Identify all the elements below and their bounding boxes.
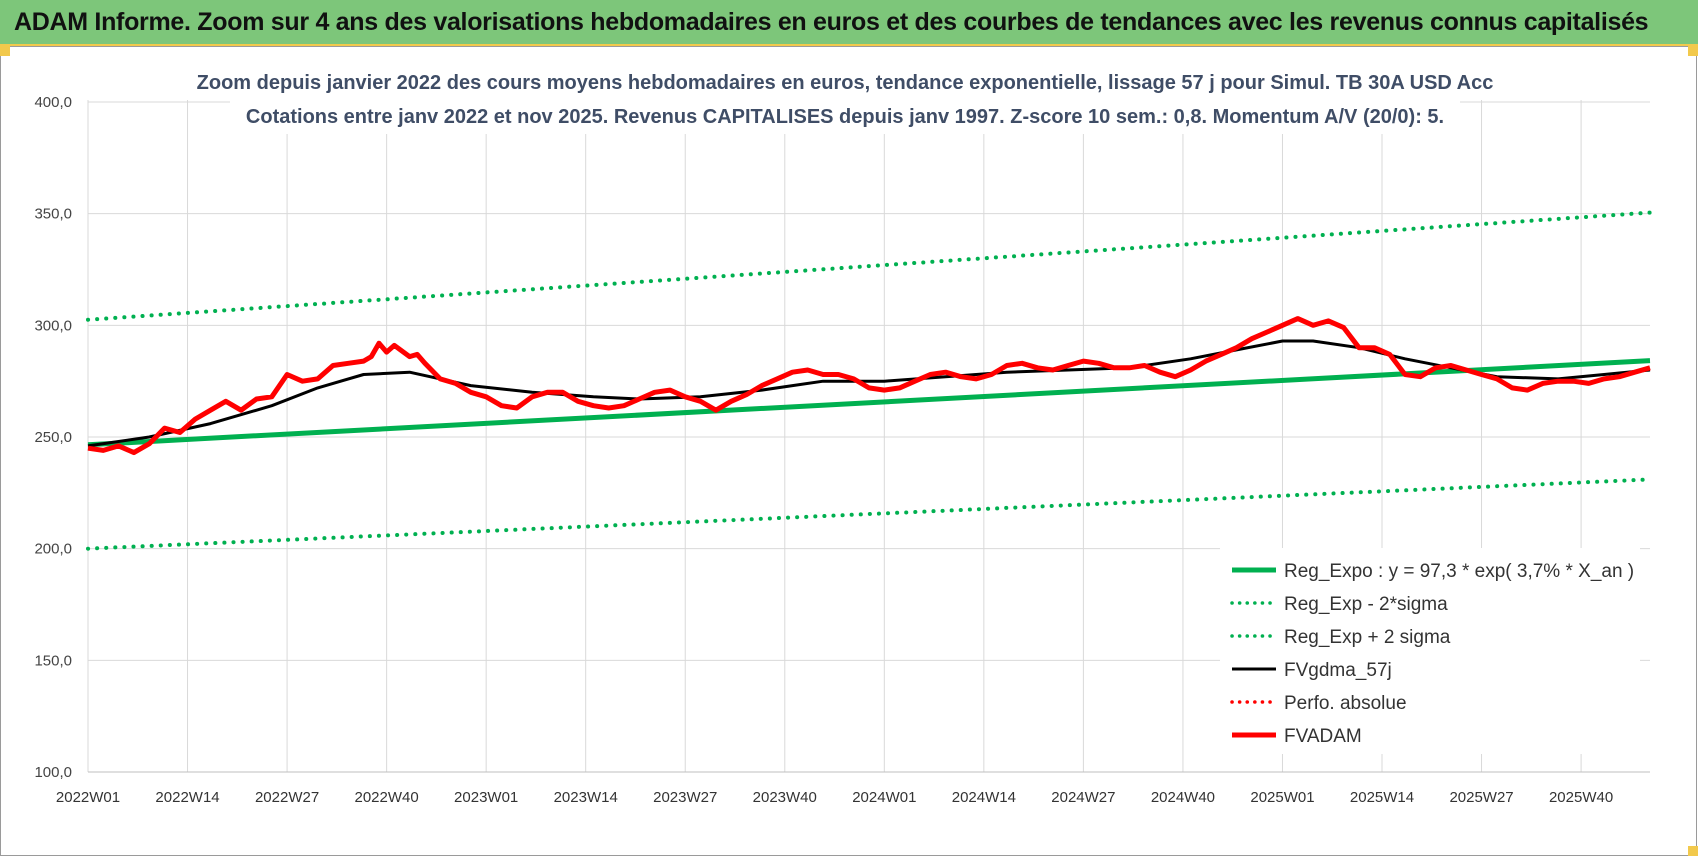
x-tick-label: 2022W01: [56, 789, 120, 806]
legend-label: Perfo. absolue: [1284, 693, 1407, 714]
series-line-1: [86, 477, 1652, 551]
x-tick-label: 2022W40: [355, 789, 419, 806]
x-tick-label: 2024W27: [1051, 789, 1115, 806]
legend-label: Reg_Expo : y = 97,3 * exp( 3,7% * X_an ): [1284, 561, 1634, 582]
x-tick-label: 2023W40: [753, 789, 817, 806]
x-tick-label: 2022W27: [255, 789, 319, 806]
legend-background: [1220, 548, 1640, 754]
legend-label: FVgdma_57j: [1284, 660, 1392, 681]
x-tick-label: 2025W01: [1250, 789, 1314, 806]
chart-title-line-1: Zoom depuis janvier 2022 des cours moyen…: [197, 72, 1494, 94]
y-tick-label: 400,0: [34, 94, 72, 111]
chart-frame: [0, 46, 1697, 856]
y-tick-label: 100,0: [34, 764, 72, 781]
frame-corner-marker: [1688, 46, 1698, 56]
y-tick-label: 300,0: [34, 317, 72, 334]
frame-corner-marker: [0, 46, 10, 56]
header-banner: ADAM Informe. Zoom sur 4 ans des valoris…: [0, 0, 1698, 46]
x-tick-label: 2024W14: [952, 789, 1016, 806]
banner-title: ADAM Informe. Zoom sur 4 ans des valoris…: [14, 8, 1649, 36]
y-tick-label: 350,0: [34, 206, 72, 223]
x-tick-label: 2022W14: [155, 789, 219, 806]
legend-label: Reg_Exp - 2*sigma: [1284, 594, 1448, 615]
y-tick-label: 250,0: [34, 429, 72, 446]
y-tick-label: 200,0: [34, 541, 72, 558]
chart-title: Zoom depuis janvier 2022 des cours moyen…: [197, 62, 1494, 134]
x-tick-label: 2023W01: [454, 789, 518, 806]
title-background: [230, 62, 1460, 134]
series-lines: [86, 210, 1652, 551]
x-tick-label: 2025W40: [1549, 789, 1613, 806]
frame-corner-marker: [1688, 846, 1698, 856]
legend-label: Reg_Exp + 2 sigma: [1284, 627, 1451, 648]
x-tick-label: 2024W40: [1151, 789, 1215, 806]
series-line-0: [87, 358, 1651, 448]
x-tick-label: 2023W27: [653, 789, 717, 806]
x-tick-label: 2025W27: [1449, 789, 1513, 806]
x-tick-label: 2025W14: [1350, 789, 1414, 806]
axes: 100,0 150,0 200,0 250,0 300,0 350,0 400,0 2022W…: [34, 94, 1650, 806]
y-tick-label: 150,0: [34, 652, 72, 669]
series-line-5: [87, 316, 1651, 456]
legend-label: FVADAM: [1284, 726, 1362, 747]
x-tick-label: 2023W14: [554, 789, 618, 806]
series-line-2: [86, 210, 1652, 322]
x-tick-label: 2024W01: [852, 789, 916, 806]
chart-title-line-2: Cotations entre janv 2022 et nov 2025. R…: [246, 106, 1444, 128]
grid: [87, 100, 1650, 773]
legend: Reg_Expo : y = 97,3 * exp( 3,7% * X_an )…: [1220, 548, 1640, 754]
